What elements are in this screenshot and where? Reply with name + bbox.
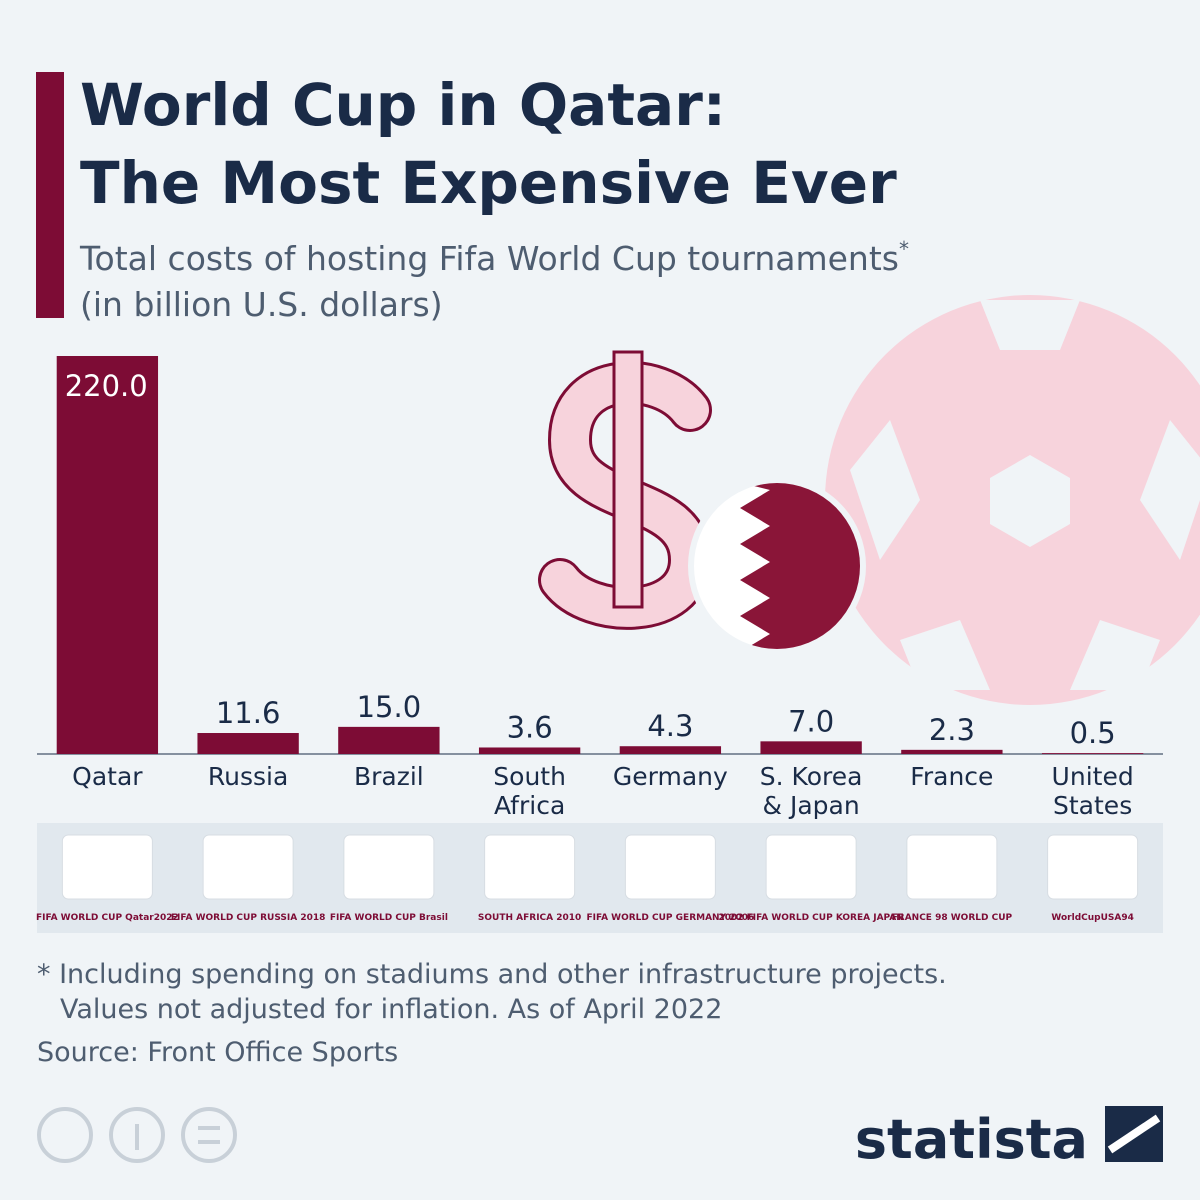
logo-tile — [61, 834, 153, 900]
footnote: Values not adjusted for inflation. As of… — [60, 994, 722, 1025]
bar — [760, 741, 862, 754]
logo-tile — [484, 834, 576, 900]
bar — [338, 726, 440, 754]
value-label: 3.6 — [507, 710, 553, 744]
x-tick-label: & Japan — [763, 791, 860, 820]
source: Source: Front Office Sports — [37, 1037, 398, 1068]
qatar-flag — [688, 477, 866, 655]
value-label: 7.0 — [788, 704, 834, 738]
x-tick-label: Russia — [208, 762, 288, 791]
logo-tile — [906, 834, 998, 900]
logo-caption: FIFA WORLD CUP Qatar2022 — [36, 913, 179, 923]
x-tick-label: S. Korea — [760, 762, 863, 791]
subtitle: (in billion U.S. dollars) — [80, 285, 443, 324]
x-tick-label: States — [1053, 791, 1132, 820]
bar — [1041, 753, 1144, 754]
bar — [478, 747, 581, 754]
bar — [619, 746, 722, 754]
logo-caption: FIFA WORLD CUP GERMANY 2006 — [586, 913, 754, 923]
logo-tile — [343, 834, 435, 900]
value-label: 0.5 — [1070, 716, 1116, 750]
subtitle-text: Total costs of hosting Fifa World Cup to… — [79, 239, 899, 278]
x-tick-label: France — [910, 762, 993, 791]
bar — [197, 733, 299, 754]
logo-caption: 2002 FIFA WORLD CUP KOREA JAPAN — [718, 913, 903, 923]
bar — [901, 749, 1003, 754]
chart-title: World Cup in Qatar: — [80, 71, 726, 139]
logo-caption: SOUTH AFRICA 2010 — [478, 913, 581, 923]
subtitle-mark: * — [899, 237, 909, 261]
x-tick-label: Brazil — [354, 762, 424, 791]
value-label: 220.0 — [65, 369, 148, 403]
logo-tile — [765, 834, 857, 900]
logo-caption: FIFA WORLD CUP RUSSIA 2018 — [171, 913, 326, 923]
logo-tile — [1047, 834, 1139, 900]
brand: statista — [855, 1108, 1088, 1171]
logo-caption: FIFA WORLD CUP Brasil — [330, 913, 448, 923]
x-tick-label: Africa — [494, 791, 565, 820]
value-label: 4.3 — [647, 709, 693, 743]
football-decoration — [825, 295, 1200, 705]
bar — [56, 356, 159, 754]
title-accent — [36, 72, 64, 318]
logo-tile — [624, 834, 716, 900]
dollar-decoration — [538, 350, 713, 630]
x-tick-label: Germany — [613, 762, 728, 791]
logo-caption: FRANCE 98 WORLD CUP — [892, 913, 1013, 923]
x-tick-label: United — [1052, 762, 1134, 791]
value-label: 15.0 — [357, 690, 422, 724]
brand-icon — [1105, 1106, 1163, 1162]
x-tick-label: Qatar — [72, 762, 143, 791]
subtitle: Total costs of hosting Fifa World Cup to… — [79, 237, 909, 278]
logo-caption: WorldCupUSA94 — [1051, 913, 1134, 923]
chart-title: The Most Expensive Ever — [80, 149, 897, 217]
x-tick-label: South — [493, 762, 566, 791]
value-label: 11.6 — [216, 696, 281, 730]
logo-tile — [202, 834, 294, 900]
license-icons — [37, 1107, 237, 1163]
value-label: 2.3 — [929, 713, 975, 747]
footnote: * Including spending on stadiums and oth… — [37, 959, 947, 990]
